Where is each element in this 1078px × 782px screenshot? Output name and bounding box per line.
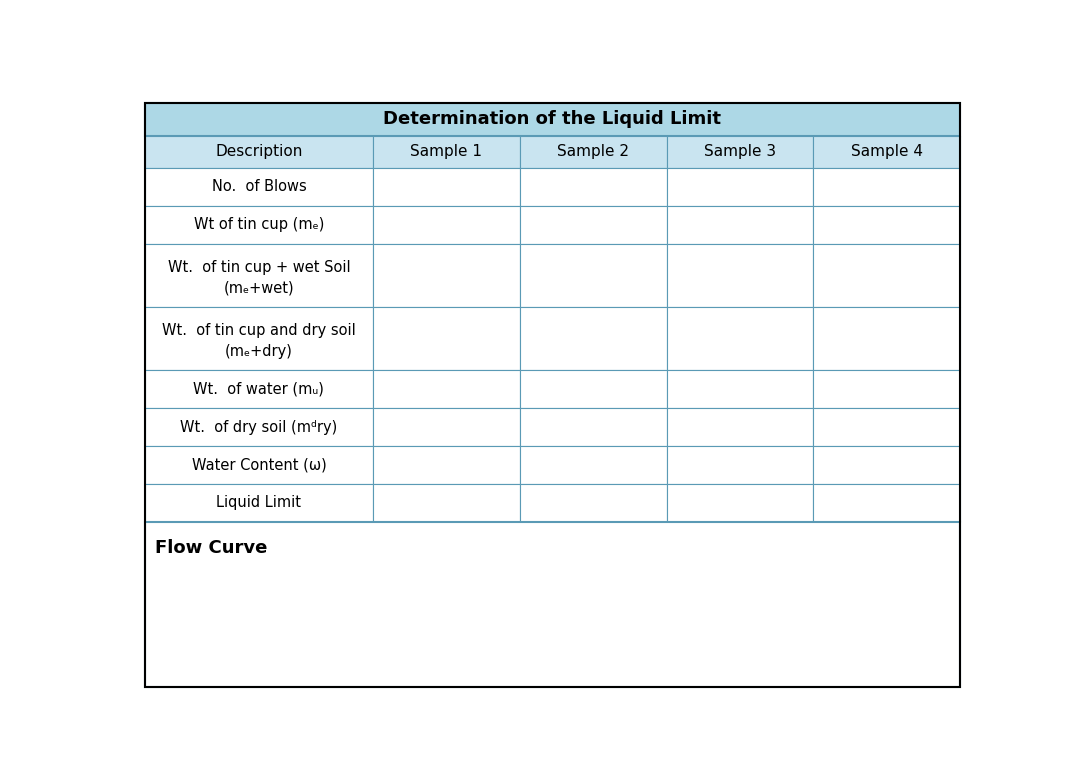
Bar xyxy=(666,244,814,307)
Bar xyxy=(666,136,814,168)
Bar xyxy=(666,484,814,522)
Bar xyxy=(373,446,520,484)
Bar xyxy=(144,522,960,687)
Text: (mₑ+dry): (mₑ+dry) xyxy=(225,344,293,359)
Bar xyxy=(373,136,520,168)
Bar xyxy=(814,408,960,446)
Text: Wt.  of tin cup + wet Soil: Wt. of tin cup + wet Soil xyxy=(167,260,350,274)
Text: Wt of tin cup (mₑ): Wt of tin cup (mₑ) xyxy=(194,217,324,232)
Text: Sample 3: Sample 3 xyxy=(704,145,776,160)
Bar xyxy=(814,168,960,206)
Bar xyxy=(666,408,814,446)
Text: Flow Curve: Flow Curve xyxy=(155,539,267,557)
Bar xyxy=(144,484,373,522)
Bar xyxy=(814,484,960,522)
Text: Sample 1: Sample 1 xyxy=(411,145,483,160)
Bar xyxy=(814,206,960,244)
Bar xyxy=(144,103,960,136)
Text: (mₑ+wet): (mₑ+wet) xyxy=(223,281,294,296)
Bar xyxy=(814,136,960,168)
Text: Wt.  of dry soil (mᵈry): Wt. of dry soil (mᵈry) xyxy=(180,420,337,435)
Bar xyxy=(814,244,960,307)
Text: Liquid Limit: Liquid Limit xyxy=(217,496,302,511)
Text: Determination of the Liquid Limit: Determination of the Liquid Limit xyxy=(384,110,721,128)
Bar xyxy=(144,408,373,446)
Bar xyxy=(373,244,520,307)
Bar xyxy=(520,244,666,307)
Bar xyxy=(520,370,666,408)
Bar xyxy=(814,446,960,484)
Bar xyxy=(144,370,373,408)
Bar xyxy=(144,446,373,484)
Text: Wt.  of water (mᵤ): Wt. of water (mᵤ) xyxy=(193,382,324,396)
Bar xyxy=(666,206,814,244)
Bar xyxy=(814,370,960,408)
Bar xyxy=(520,446,666,484)
Bar xyxy=(666,168,814,206)
Bar xyxy=(520,136,666,168)
Text: Description: Description xyxy=(216,145,303,160)
Bar xyxy=(666,446,814,484)
Bar xyxy=(520,484,666,522)
Text: Water Content (ω): Water Content (ω) xyxy=(192,457,327,472)
Bar xyxy=(520,168,666,206)
Bar xyxy=(373,307,520,370)
Bar xyxy=(373,370,520,408)
Bar xyxy=(144,206,373,244)
Text: Sample 4: Sample 4 xyxy=(851,145,923,160)
Bar xyxy=(520,408,666,446)
Text: Wt.  of tin cup and dry soil: Wt. of tin cup and dry soil xyxy=(162,323,356,338)
Text: Sample 2: Sample 2 xyxy=(557,145,630,160)
Bar xyxy=(814,307,960,370)
Bar xyxy=(144,136,373,168)
Bar xyxy=(144,168,373,206)
Bar xyxy=(144,244,373,307)
Bar xyxy=(373,484,520,522)
Bar xyxy=(373,168,520,206)
Bar xyxy=(666,370,814,408)
Text: No.  of Blows: No. of Blows xyxy=(211,179,306,195)
Bar xyxy=(520,206,666,244)
Bar xyxy=(666,307,814,370)
Bar xyxy=(373,408,520,446)
Bar xyxy=(373,206,520,244)
Bar xyxy=(520,307,666,370)
Bar xyxy=(144,307,373,370)
